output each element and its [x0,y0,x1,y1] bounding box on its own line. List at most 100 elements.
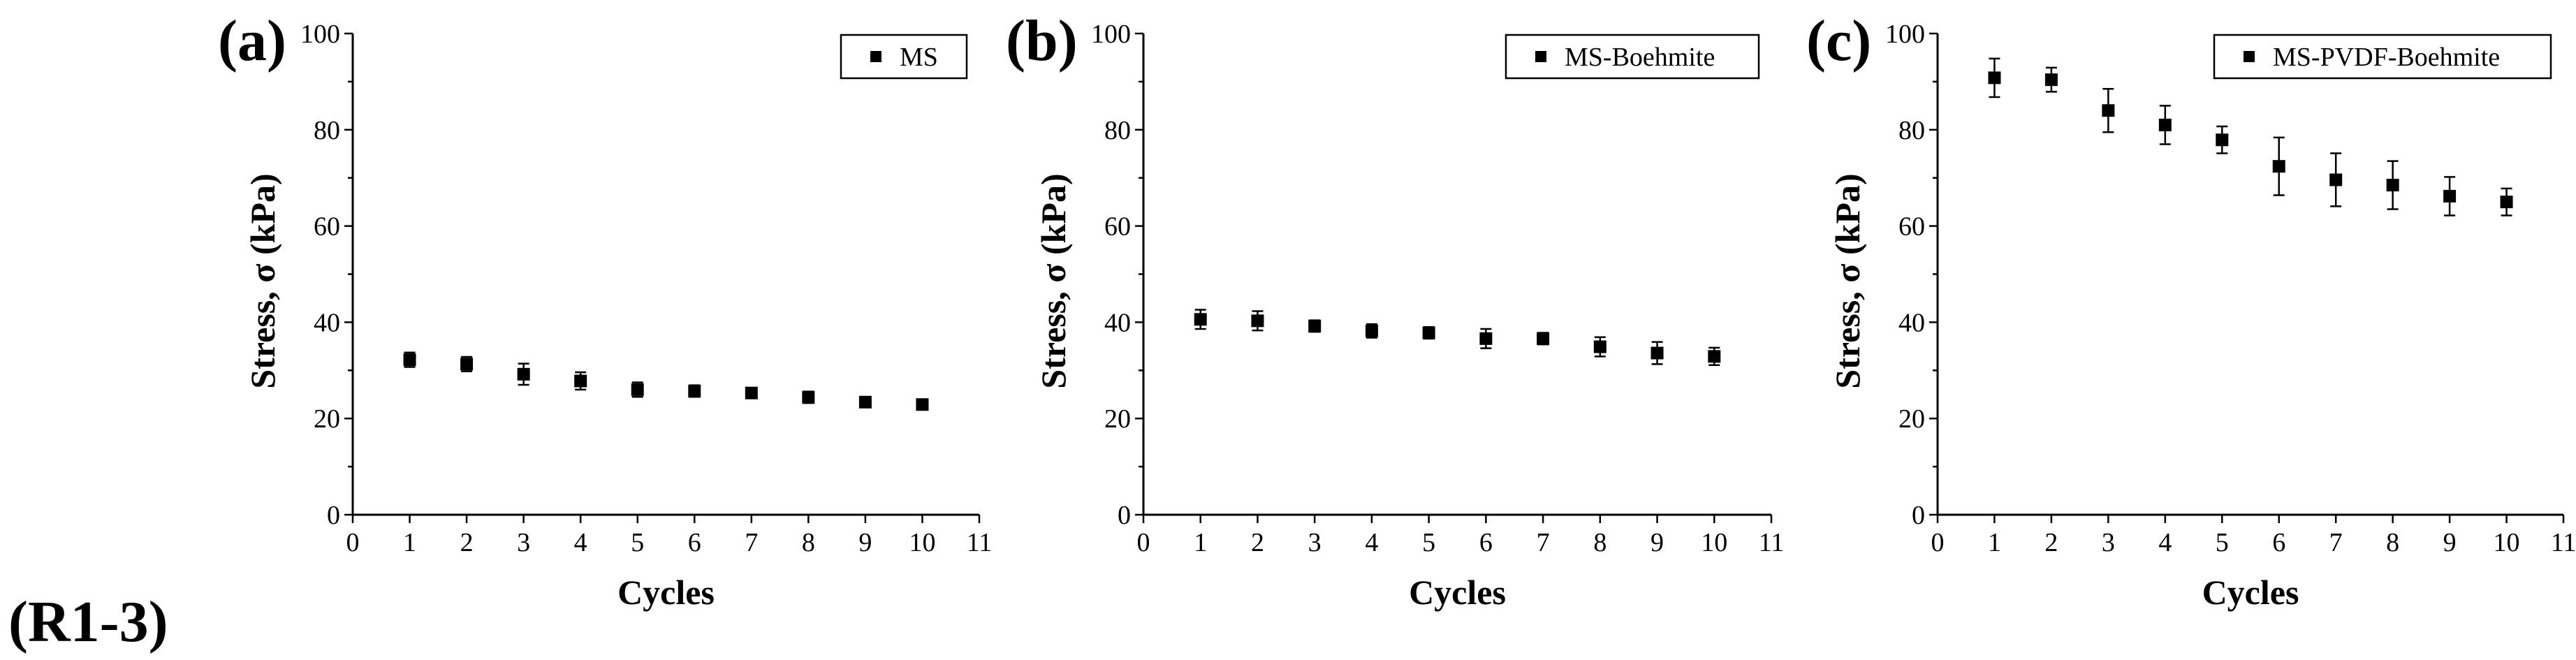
data-point [2329,173,2343,186]
x-tick-label: 6 [1479,528,1493,557]
panel-label: (b) [1006,8,1078,73]
data-point [2158,118,2172,131]
data-point [916,398,929,411]
x-tick-label: 2 [2044,528,2058,557]
data-point [1593,340,1607,353]
data-point [517,367,530,381]
x-tick-label: 8 [802,528,815,557]
data-point [745,386,758,399]
data-point [2386,179,2399,192]
legend-marker [2244,51,2255,62]
x-tick-label: 1 [403,528,416,557]
legend-label: MS [900,43,938,72]
x-axis-title: Cycles [2202,573,2299,612]
x-tick-label: 7 [2329,528,2343,557]
x-tick-label: 5 [631,528,644,557]
x-tick-label: 7 [745,528,758,557]
x-tick-label: 8 [1593,528,1607,557]
x-tick-label: 6 [688,528,701,557]
data-point [2102,104,2115,117]
x-tick-label: 11 [2551,528,2576,557]
y-tick-label: 40 [314,308,340,337]
y-tick-label: 60 [1104,212,1131,242]
data-point [1365,324,1378,337]
y-tick-label: 40 [1898,308,1925,337]
x-tick-label: 9 [858,528,872,557]
x-tick-label: 3 [2102,528,2115,557]
legend-marker [1535,51,1546,62]
x-tick-label: 10 [1701,528,1727,557]
legend-box [2213,34,2552,80]
chart-panel-2: 0 20 40 60 80 100 0 1 2 3 4 5 6 7 8 9 10 11 Cycles Stress, … [1006,8,1784,612]
data-point [1537,332,1550,345]
data-point [2443,189,2457,203]
legend-label: MS-Boehmite [1565,43,1715,72]
data-point [2500,196,2513,209]
data-point [2044,73,2058,87]
chart-panel-3: 0 20 40 60 80 100 0 1 2 3 4 5 6 7 8 9 10 11 Cycles Stress, … [1806,8,2576,612]
data-point [403,353,416,367]
x-tick-label: 11 [967,528,993,557]
x-tick-label: 4 [1365,528,1378,557]
y-tick-label: 20 [1898,404,1925,434]
data-point [688,384,701,397]
y-tick-label: 80 [1898,116,1925,145]
y-tick-label: 40 [1104,308,1131,337]
x-tick-label: 8 [2386,528,2399,557]
x-tick-label: 2 [460,528,474,557]
y-tick-label: 0 [1912,501,1925,530]
y-tick-label: 0 [327,501,340,530]
data-point [1651,346,1664,360]
panel-label: (c) [1806,8,1871,73]
data-point [631,383,644,396]
data-point [858,395,872,409]
x-tick-label: 11 [1759,528,1785,557]
data-point [1988,71,2001,85]
legend-label: MS-PVDF-Boehmite [2273,43,2500,72]
x-tick-label: 6 [2272,528,2285,557]
data-point [2272,160,2285,173]
x-tick-label: 0 [1137,528,1150,557]
data-point [460,358,474,371]
x-tick-label: 0 [346,528,360,557]
y-tick-label: 100 [1885,20,1925,49]
x-tick-label: 4 [574,528,587,557]
x-tick-label: 0 [1931,528,1945,557]
x-tick-label: 1 [1988,528,2001,557]
y-tick-label: 60 [1898,212,1925,242]
y-axis-title: Stress, σ (kPa) [1828,173,1867,388]
y-tick-label: 100 [300,20,340,49]
data-point [1308,319,1322,332]
x-tick-label: 2 [1251,528,1264,557]
data-point [1251,314,1264,328]
y-tick-label: 80 [1104,116,1131,145]
x-axis-title: Cycles [617,573,715,612]
y-tick-label: 20 [1104,404,1131,434]
x-tick-label: 7 [1537,528,1550,557]
legend-box [840,34,968,80]
y-axis-title: Stress, σ (kPa) [243,173,282,388]
y-axis-title: Stress, σ (kPa) [1034,173,1073,388]
data-point [1479,332,1493,345]
figure-label: (R1-3) [8,589,168,654]
chart-panel-1: 0 20 40 60 80 100 0 1 2 3 4 5 6 7 8 9 10 11 Cycles Stress, … [218,8,992,612]
x-tick-label: 10 [909,528,935,557]
y-tick-label: 20 [314,404,340,434]
data-point [1708,350,1721,363]
x-tick-label: 3 [1308,528,1322,557]
x-tick-label: 9 [1651,528,1664,557]
x-tick-label: 5 [2216,528,2229,557]
x-tick-label: 1 [1194,528,1207,557]
y-tick-label: 0 [1118,501,1131,530]
x-tick-label: 4 [2158,528,2172,557]
x-axis-title: Cycles [1409,573,1506,612]
data-point [2216,133,2229,147]
y-tick-label: 80 [314,116,340,145]
legend-box [1505,34,1760,80]
legend-marker [870,51,881,62]
x-tick-label: 10 [2494,528,2520,557]
panel-label: (a) [218,8,286,73]
data-point [802,390,815,404]
data-point [1422,326,1435,339]
